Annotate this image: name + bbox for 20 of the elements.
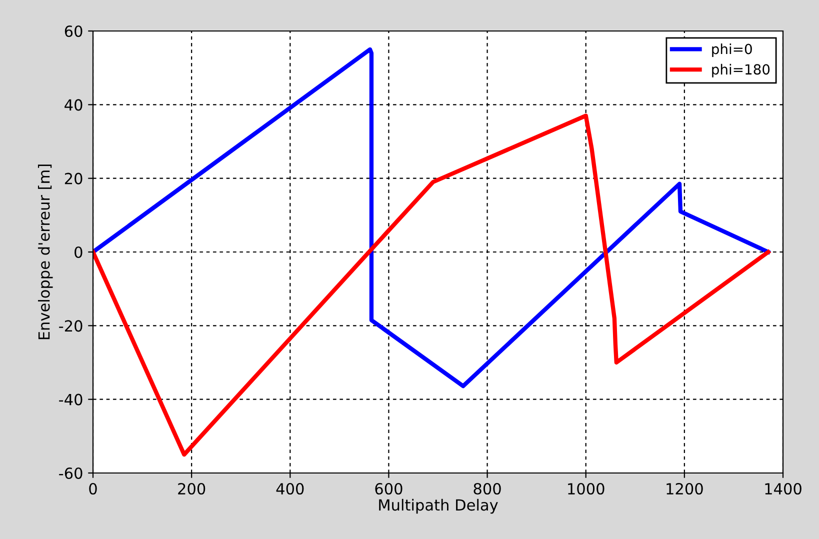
x-tick-label: 400 (276, 482, 304, 495)
x-tick-label: 800 (474, 482, 501, 495)
y-tick-label: -60 (59, 467, 82, 480)
y-tick-label: 20 (64, 172, 82, 184)
x-tick-label: 1000 (568, 482, 604, 495)
x-axis-title: Multipath Delay (379, 498, 498, 514)
y-tick-label: 0 (74, 246, 82, 258)
y-axis-title: Enveloppe d'erreur [m] (38, 164, 53, 340)
y-tick-label: 40 (64, 99, 82, 111)
x-tick-label: 1200 (666, 482, 703, 495)
x-tick-label: 0 (89, 482, 97, 495)
line-series (93, 114, 770, 457)
y-tick-label: -20 (59, 320, 82, 332)
x-tick-label: 200 (178, 482, 206, 495)
y-tick-label: 60 (64, 25, 82, 38)
legend-label: phi=180 (712, 64, 770, 78)
x-tick-label: 1400 (765, 482, 802, 495)
x-tick-label: 600 (375, 482, 402, 495)
legend-label: phi=0 (712, 44, 752, 57)
y-tick-label: -40 (59, 394, 82, 406)
